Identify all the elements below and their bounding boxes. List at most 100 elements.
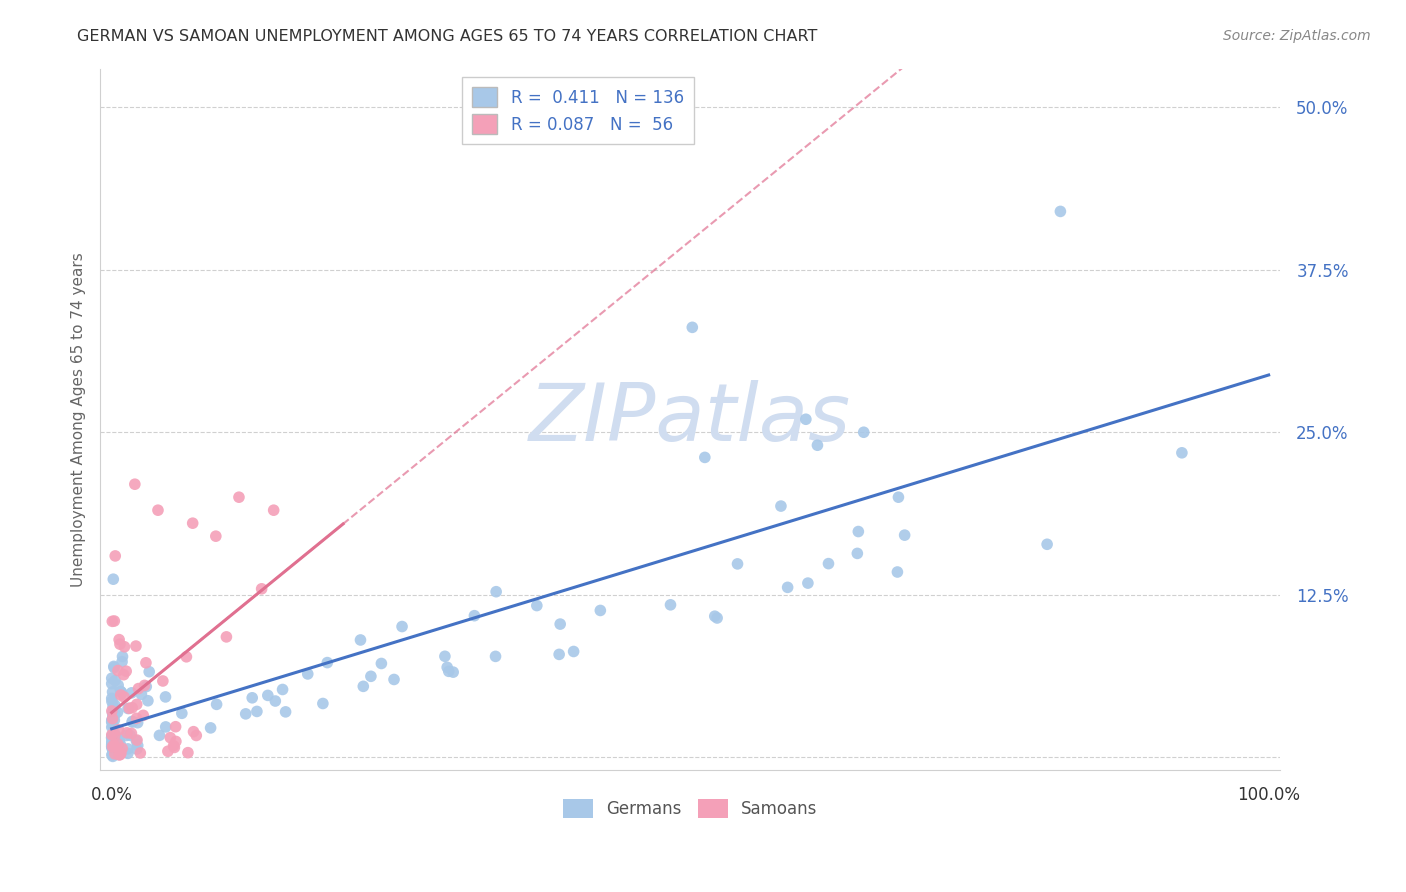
- Point: [121, 714, 143, 729]
- Point: [806, 438, 828, 452]
- Point: [101, 747, 124, 762]
- Point: [107, 743, 129, 757]
- Point: [129, 746, 152, 760]
- Point: [108, 733, 131, 747]
- Point: [103, 706, 125, 720]
- Point: [264, 694, 287, 708]
- Point: [100, 731, 122, 745]
- Point: [103, 738, 125, 752]
- Point: [110, 684, 132, 698]
- Point: [127, 715, 149, 730]
- Point: [100, 691, 122, 706]
- Point: [101, 739, 124, 754]
- Point: [484, 649, 506, 664]
- Legend: Germans, Samoans: Germans, Samoans: [555, 792, 824, 825]
- Point: [101, 739, 124, 754]
- Point: [107, 734, 129, 748]
- Point: [101, 615, 124, 629]
- Point: [110, 685, 132, 699]
- Point: [163, 740, 186, 755]
- Point: [681, 320, 703, 334]
- Text: Source: ZipAtlas.com: Source: ZipAtlas.com: [1223, 29, 1371, 43]
- Point: [101, 685, 124, 699]
- Point: [703, 609, 725, 624]
- Point: [101, 735, 124, 749]
- Point: [107, 705, 129, 719]
- Point: [100, 671, 122, 685]
- Text: ZIPatlas: ZIPatlas: [529, 380, 851, 458]
- Point: [105, 730, 128, 744]
- Point: [118, 701, 141, 715]
- Point: [240, 690, 263, 705]
- Point: [103, 660, 125, 674]
- Point: [136, 694, 159, 708]
- Point: [155, 720, 177, 734]
- Point: [228, 490, 250, 504]
- Point: [152, 673, 174, 688]
- Point: [776, 580, 799, 594]
- Point: [156, 744, 179, 758]
- Point: [107, 678, 129, 692]
- Point: [103, 743, 125, 757]
- Point: [101, 744, 124, 758]
- Point: [135, 656, 157, 670]
- Point: [114, 640, 136, 654]
- Point: [101, 712, 124, 726]
- Point: [441, 665, 464, 680]
- Point: [436, 660, 458, 674]
- Point: [125, 742, 148, 756]
- Point: [108, 747, 131, 762]
- Point: [101, 730, 124, 744]
- Point: [104, 549, 127, 563]
- Point: [107, 723, 129, 737]
- Point: [176, 649, 198, 664]
- Point: [256, 689, 278, 703]
- Point: [131, 687, 153, 701]
- Point: [104, 747, 127, 761]
- Point: [103, 572, 125, 586]
- Point: [107, 747, 129, 762]
- Point: [817, 557, 839, 571]
- Point: [103, 614, 125, 628]
- Point: [485, 584, 508, 599]
- Point: [165, 720, 187, 734]
- Point: [118, 728, 141, 742]
- Point: [104, 727, 127, 741]
- Point: [263, 503, 285, 517]
- Point: [103, 734, 125, 748]
- Point: [108, 637, 131, 651]
- Point: [215, 630, 238, 644]
- Point: [107, 733, 129, 747]
- Point: [852, 425, 875, 440]
- Point: [205, 529, 228, 543]
- Point: [162, 739, 184, 753]
- Point: [104, 731, 127, 745]
- Point: [111, 741, 134, 756]
- Point: [110, 747, 132, 761]
- Point: [349, 632, 371, 647]
- Point: [101, 699, 124, 714]
- Point: [548, 648, 571, 662]
- Point: [1171, 446, 1194, 460]
- Point: [104, 728, 127, 742]
- Point: [105, 731, 128, 745]
- Point: [797, 576, 820, 591]
- Point: [794, 412, 817, 426]
- Point: [117, 701, 139, 715]
- Point: [104, 743, 127, 757]
- Point: [463, 608, 485, 623]
- Point: [101, 694, 124, 708]
- Point: [382, 673, 405, 687]
- Point: [112, 690, 135, 704]
- Point: [148, 728, 170, 742]
- Point: [124, 477, 146, 491]
- Point: [886, 565, 908, 579]
- Point: [112, 667, 135, 681]
- Point: [125, 639, 148, 653]
- Point: [125, 698, 148, 712]
- Point: [107, 664, 129, 678]
- Point: [155, 690, 177, 704]
- Point: [100, 728, 122, 742]
- Point: [205, 698, 228, 712]
- Point: [526, 599, 548, 613]
